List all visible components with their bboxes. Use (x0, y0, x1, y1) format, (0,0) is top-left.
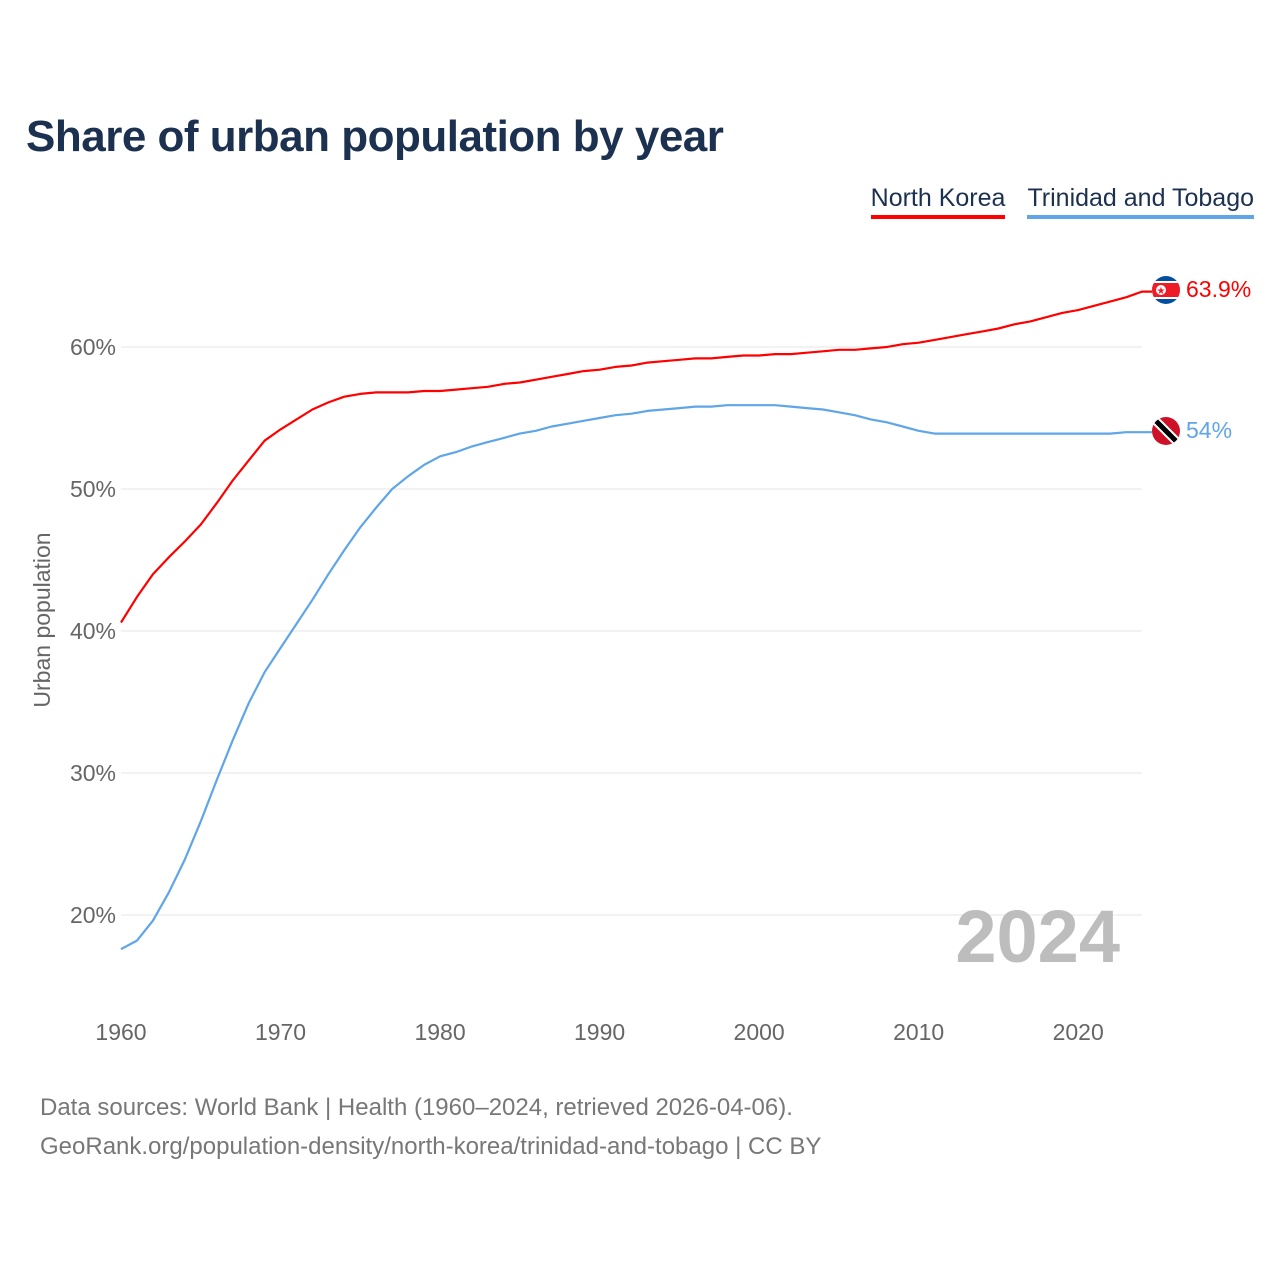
north-korea-flag-icon: ★ (1152, 276, 1180, 304)
legend: North Korea Trinidad and Tobago (870, 184, 1254, 219)
trinidad-and-tobago-flag-icon (1152, 417, 1180, 445)
x-tick-label: 1990 (574, 1019, 625, 1045)
x-tick-label: 1970 (255, 1019, 306, 1045)
year-watermark: 2024 (955, 895, 1120, 978)
trinidad-and-tobago-end-label: 54% (1186, 417, 1232, 443)
y-axis-label: Urban population (29, 532, 55, 707)
data-source-text: Data sources: World Bank | Health (1960–… (40, 1094, 793, 1121)
x-tick-label: 1960 (95, 1019, 146, 1045)
svg-text:★: ★ (1157, 286, 1166, 297)
source-link[interactable]: GeoRank.org/population-density/north-kor… (40, 1133, 822, 1160)
series-line-trinidad-and-tobago (120, 404, 1152, 951)
y-tick-label: 50% (70, 476, 116, 502)
x-tick-label: 2010 (893, 1019, 944, 1045)
x-tick-label: 2000 (734, 1019, 785, 1045)
x-tick-label: 1980 (414, 1019, 465, 1045)
north-korea-end-label: 63.9% (1186, 276, 1251, 302)
chart-title: Share of urban population by year (26, 112, 724, 161)
series-line-north-korea (120, 290, 1152, 624)
legend-item-north-korea[interactable]: North Korea (870, 184, 1006, 219)
y-tick-label: 40% (70, 618, 116, 644)
legend-item-trinidad-and-tobago[interactable]: Trinidad and Tobago (1027, 184, 1254, 219)
y-tick-label: 30% (70, 760, 116, 786)
x-tick-label: 2020 (1053, 1019, 1104, 1045)
y-tick-label: 20% (70, 902, 116, 928)
footer: Data sources: World Bank | Health (1960–… (40, 1088, 821, 1166)
y-tick-label: 60% (70, 334, 116, 360)
